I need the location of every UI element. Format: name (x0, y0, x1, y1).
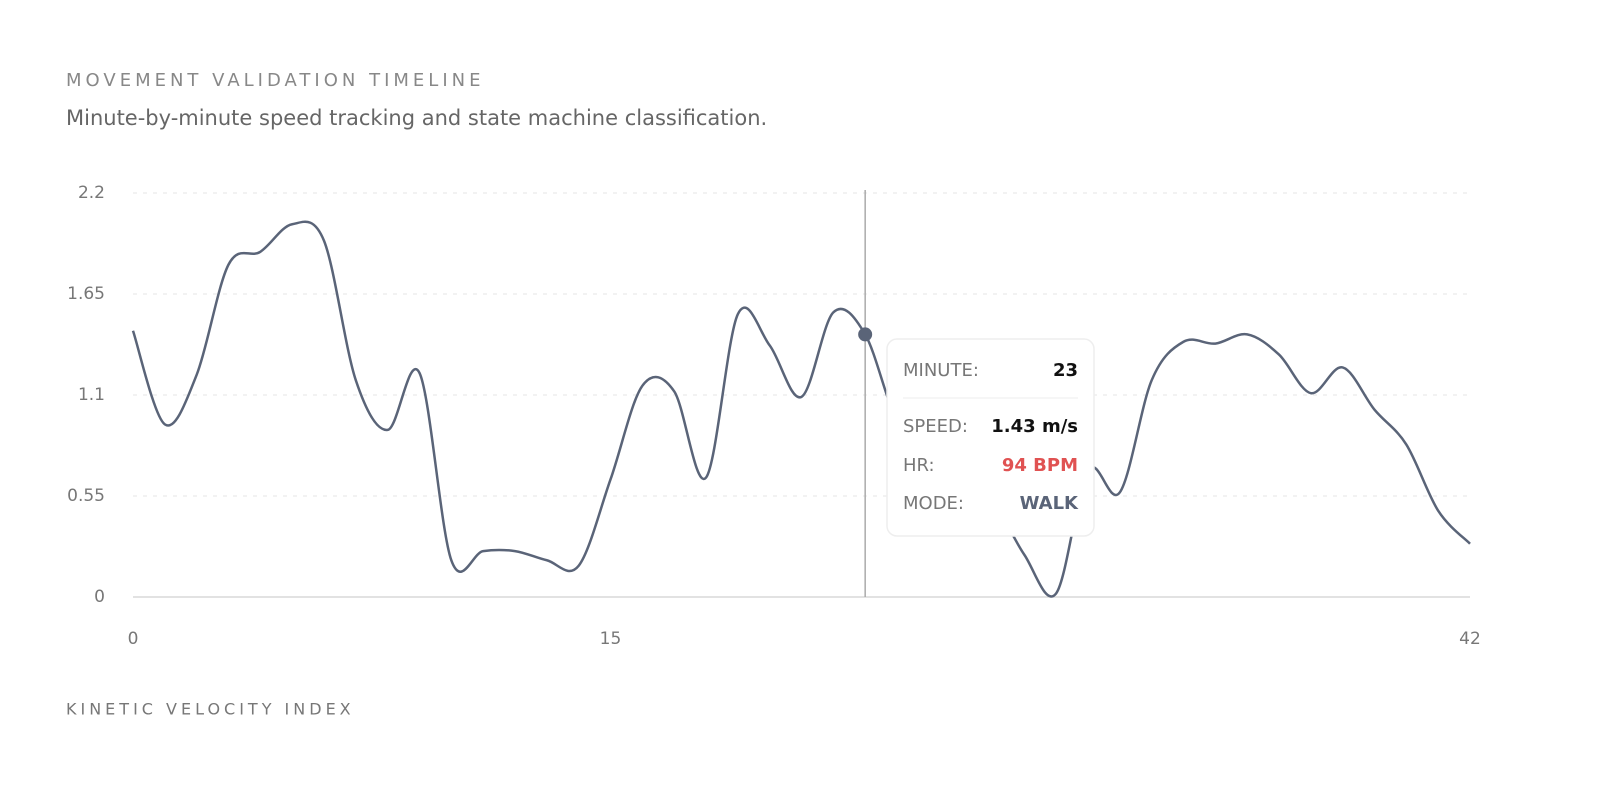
x-axis-title: KINETIC VELOCITY INDEX (66, 700, 355, 719)
chart-title: MOVEMENT VALIDATION TIMELINE (66, 70, 484, 91)
tooltip: MINUTE: 23 SPEED: 1.43 m/s HR: 94 BPM MODE: WAL… (886, 338, 1095, 537)
tooltip-box (886, 338, 1095, 537)
tooltip-label: MINUTE: (903, 360, 979, 381)
x-tick-label: 42 (1459, 629, 1481, 649)
x-tick-label: 15 (600, 629, 622, 649)
tooltip-label: HR: (903, 455, 935, 476)
hover-point (858, 327, 873, 342)
y-tick-label: 0.55 (67, 486, 105, 506)
y-tick-label: 2.2 (78, 183, 105, 203)
tooltip-value: 1.43 m/s (991, 416, 1078, 437)
y-tick-label: 0 (94, 587, 105, 607)
chart-subtitle: Minute-by-minute speed tracking and stat… (66, 106, 767, 130)
y-tick-label: 1.1 (78, 385, 105, 405)
line-series (131, 220, 1471, 598)
tooltip-value: 94 BPM (1002, 455, 1078, 476)
tooltip-value: 23 (1053, 360, 1078, 381)
y-tick-label: 1.65 (67, 284, 105, 304)
tooltip-label: SPEED: (903, 416, 968, 437)
tooltip-label: MODE: (903, 493, 964, 514)
x-tick-label: 0 (128, 629, 139, 649)
tooltip-value: WALK (1020, 493, 1079, 514)
